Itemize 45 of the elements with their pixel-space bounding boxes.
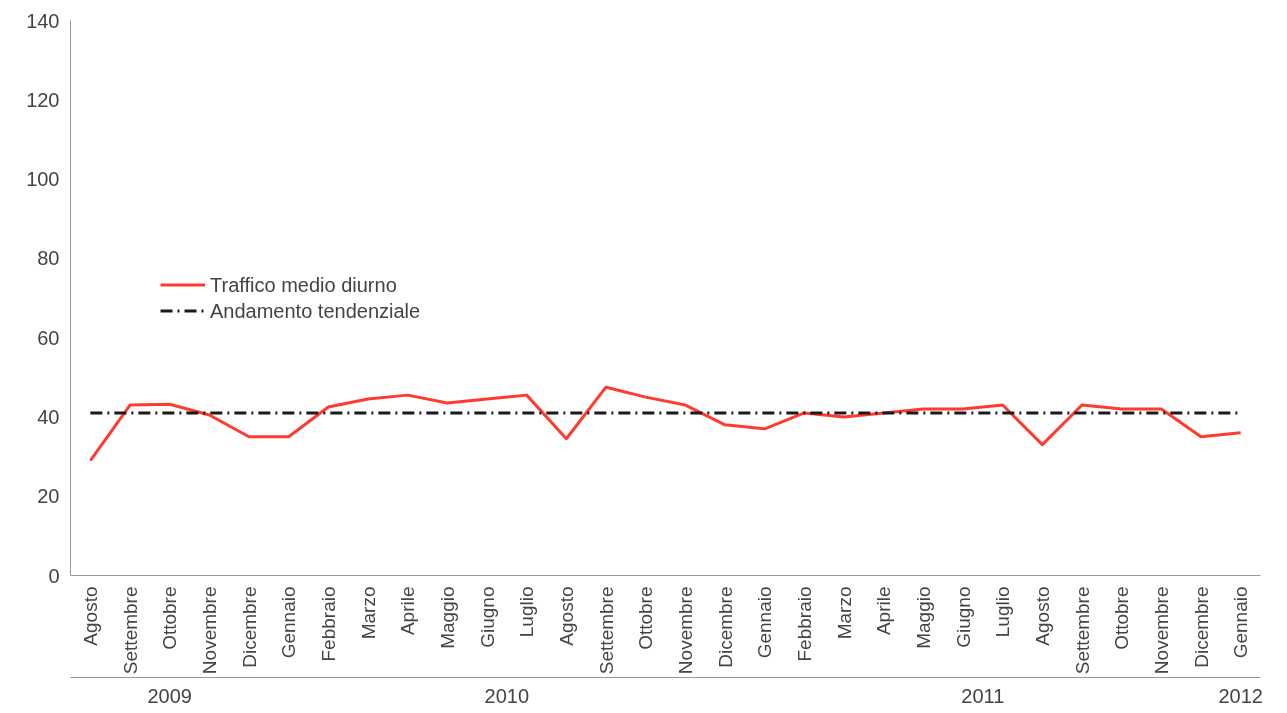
x-tick-label: Aprile bbox=[873, 586, 895, 636]
y-tick-label: 140 bbox=[26, 9, 60, 32]
x-tick-label: Luglio bbox=[992, 586, 1014, 638]
text: 2009 bbox=[147, 684, 192, 707]
x-tick-label: Gennaio bbox=[1230, 586, 1252, 659]
x-tick-label: Dicembre bbox=[238, 586, 260, 668]
text: 2010 bbox=[484, 684, 530, 707]
x-tick-label: Maggio bbox=[912, 586, 934, 649]
x-tick-label: Marzo bbox=[833, 586, 855, 640]
y-tick-label: 60 bbox=[37, 326, 60, 349]
x-tick-label: Novembre bbox=[674, 586, 696, 675]
x-tick-label: Giugno bbox=[476, 586, 498, 648]
x-tick-label: Agosto bbox=[1031, 586, 1053, 646]
x-tick-label: Febbraio bbox=[317, 586, 339, 662]
legend-label: Andamento tendenziale bbox=[210, 299, 421, 322]
text: 2012 bbox=[1218, 684, 1263, 707]
x-tick-label: Ottobre bbox=[1111, 586, 1133, 650]
x-tick-label: Gennaio bbox=[278, 586, 300, 659]
x-tick-label: Novembre bbox=[1150, 586, 1172, 675]
x-tick-label: Ottobre bbox=[635, 586, 657, 650]
x-tick-label: Giugno bbox=[952, 586, 974, 648]
y-tick-label: 120 bbox=[26, 88, 60, 111]
y-tick-label: 0 bbox=[48, 564, 60, 587]
x-tick-label: Luglio bbox=[516, 586, 538, 638]
x-tick-label: Febbraio bbox=[793, 586, 815, 662]
y-tick-label: 20 bbox=[37, 485, 60, 508]
text: 2011 bbox=[961, 684, 1005, 707]
x-tick-label: Agosto bbox=[555, 586, 577, 646]
x-tick-label: Maggio bbox=[436, 586, 458, 649]
line-series bbox=[88, 385, 1243, 463]
x-tick-label: Dicembre bbox=[714, 586, 736, 668]
x-tick-label: Agosto bbox=[79, 586, 101, 646]
x-tick-label: Settembre bbox=[595, 586, 617, 675]
x-tick-label: Marzo bbox=[357, 586, 379, 640]
x-tick-label: Ottobre bbox=[159, 586, 181, 650]
x-tick-label: Novembre bbox=[198, 586, 220, 675]
x-tick-label: Settembre bbox=[119, 586, 141, 675]
y-tick-label: 100 bbox=[26, 168, 60, 191]
y-tick-label: 80 bbox=[37, 247, 60, 270]
legend-label: Traffico medio diurno bbox=[210, 273, 397, 296]
x-tick-label: Gennaio bbox=[754, 586, 776, 659]
x-tick-label: Aprile bbox=[397, 586, 419, 636]
x-tick-label: Settembre bbox=[1071, 586, 1093, 675]
x-tick-label: Dicembre bbox=[1190, 586, 1212, 668]
y-tick-label: 40 bbox=[37, 405, 60, 428]
